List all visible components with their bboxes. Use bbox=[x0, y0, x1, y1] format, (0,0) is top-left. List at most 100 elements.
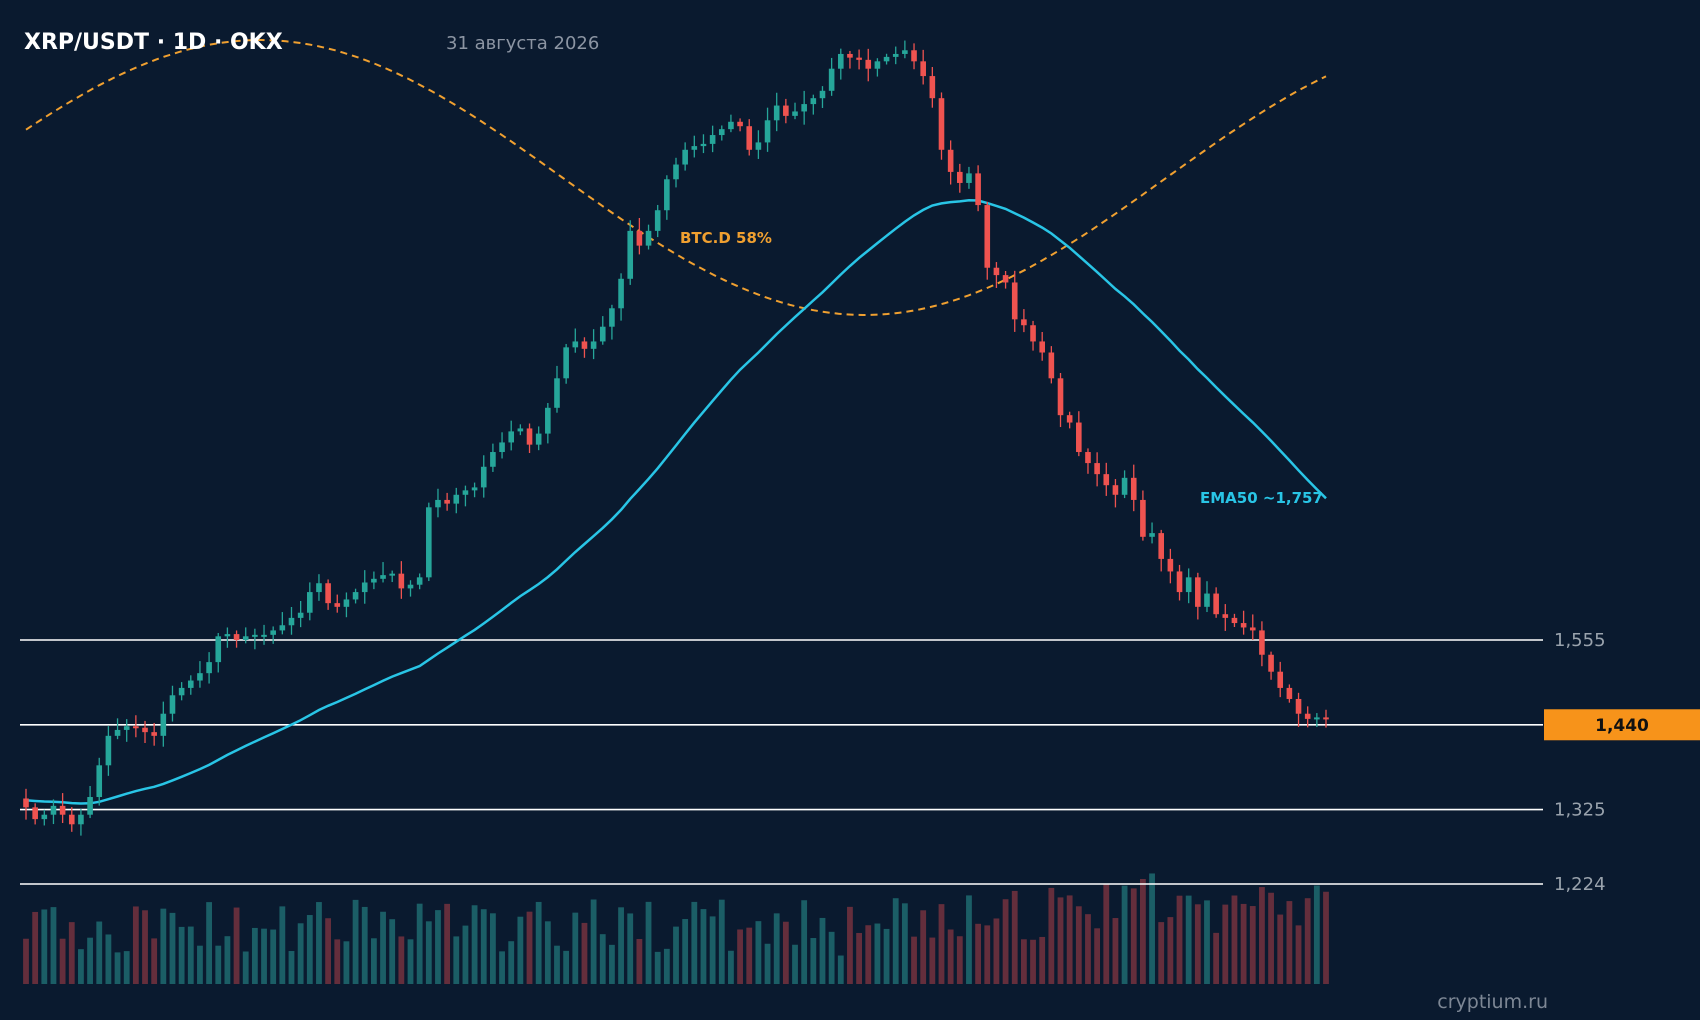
candle-body bbox=[68, 814, 75, 825]
candle-body bbox=[105, 735, 112, 766]
candle-body bbox=[380, 575, 386, 579]
candle-body bbox=[96, 765, 103, 798]
volume-bar bbox=[700, 909, 707, 984]
candle-body bbox=[123, 726, 130, 730]
candle-body bbox=[856, 57, 862, 60]
candle-body bbox=[270, 630, 276, 635]
volume-bar bbox=[480, 909, 487, 984]
watermark: cryptium.ru bbox=[1437, 991, 1548, 1013]
candle-body bbox=[1011, 282, 1018, 320]
candle-body bbox=[480, 466, 487, 488]
volume-bar bbox=[929, 937, 936, 984]
volume-bar bbox=[1286, 901, 1293, 984]
candle-body bbox=[371, 578, 377, 583]
candle-body bbox=[252, 634, 258, 637]
volume-bar bbox=[526, 911, 533, 984]
candle-body bbox=[609, 308, 615, 327]
candle-body bbox=[1323, 717, 1329, 720]
volume-bar bbox=[1075, 906, 1082, 984]
candle-body bbox=[947, 149, 954, 172]
volume-bar bbox=[206, 902, 212, 984]
candle-body bbox=[883, 56, 890, 62]
candle-body bbox=[590, 341, 597, 349]
volume-bar bbox=[233, 907, 240, 984]
volume-bar bbox=[865, 925, 872, 984]
volume-bar bbox=[544, 921, 551, 984]
volume-bar bbox=[224, 936, 231, 984]
candle-body bbox=[1002, 275, 1009, 283]
volume-bar bbox=[1277, 914, 1284, 984]
candle-body bbox=[847, 53, 853, 58]
volume-bar bbox=[911, 936, 917, 984]
volume-bar bbox=[361, 906, 368, 984]
volume-bar bbox=[151, 938, 158, 984]
ema-label: EMA50 ~1,757 bbox=[1200, 489, 1323, 507]
candle-body bbox=[215, 636, 222, 663]
volume-bar bbox=[599, 934, 606, 984]
volume-bar bbox=[1167, 917, 1174, 984]
candle-body bbox=[407, 584, 414, 589]
volume-bar bbox=[636, 938, 643, 984]
candle-body bbox=[242, 636, 249, 640]
volume-bar bbox=[581, 922, 588, 984]
volume-bar bbox=[966, 895, 972, 984]
volume-bar bbox=[178, 926, 185, 984]
volume-bar bbox=[837, 955, 844, 984]
candle-body bbox=[462, 490, 469, 495]
volume-bar bbox=[41, 909, 48, 984]
volume-bar bbox=[142, 910, 148, 984]
volume-bar bbox=[1048, 887, 1055, 984]
volume-bar bbox=[78, 949, 84, 984]
volume-bar bbox=[444, 903, 451, 984]
volume-bar bbox=[1002, 899, 1009, 984]
volume-bar bbox=[380, 911, 386, 984]
candle-body bbox=[709, 135, 716, 144]
candle-body bbox=[673, 164, 679, 180]
candle-body bbox=[1057, 378, 1064, 416]
candle-body bbox=[526, 428, 533, 445]
candle-body bbox=[1259, 630, 1265, 655]
volume-bar bbox=[398, 936, 405, 984]
volume-bar bbox=[1158, 922, 1165, 984]
candle-body bbox=[1121, 477, 1128, 495]
candle-body bbox=[307, 592, 313, 613]
candle-body bbox=[1066, 415, 1073, 423]
candle-body bbox=[1158, 533, 1165, 559]
candle-body bbox=[361, 582, 368, 593]
candle-body bbox=[572, 341, 579, 348]
volume-bar bbox=[462, 925, 469, 984]
volume-bar bbox=[801, 900, 808, 984]
candle-body bbox=[1112, 485, 1119, 495]
candle-body bbox=[1277, 671, 1284, 688]
volume-bar bbox=[718, 899, 725, 984]
volume-bar bbox=[288, 951, 295, 984]
volume-bar bbox=[1011, 890, 1018, 984]
candle-body bbox=[78, 814, 84, 825]
candle-body bbox=[206, 662, 212, 674]
volume-bar bbox=[187, 926, 194, 984]
volume-bar bbox=[1222, 904, 1229, 984]
volume-bar bbox=[389, 919, 396, 984]
volume-bar bbox=[1085, 914, 1091, 984]
volume-bar bbox=[490, 913, 496, 984]
candle-body bbox=[810, 98, 817, 105]
volume-bar bbox=[535, 901, 542, 984]
volume-bar bbox=[197, 945, 203, 984]
level-label: 1,224 bbox=[1554, 874, 1606, 895]
volume-bar bbox=[1240, 903, 1247, 984]
candle-body bbox=[874, 61, 881, 69]
candle-body bbox=[1185, 577, 1192, 593]
volume-bar bbox=[975, 923, 982, 984]
candle-body bbox=[636, 230, 643, 246]
volume-bar bbox=[755, 921, 762, 984]
candle-body bbox=[1231, 617, 1238, 624]
volume-bar bbox=[618, 907, 624, 984]
volume-bar bbox=[810, 938, 817, 984]
candle-body bbox=[23, 798, 29, 808]
volume-bar bbox=[425, 921, 432, 984]
candle-body bbox=[1130, 477, 1137, 500]
candle-body bbox=[334, 603, 341, 607]
volume-bar bbox=[251, 927, 258, 984]
candle-body bbox=[654, 210, 661, 231]
candle-body bbox=[297, 612, 304, 618]
